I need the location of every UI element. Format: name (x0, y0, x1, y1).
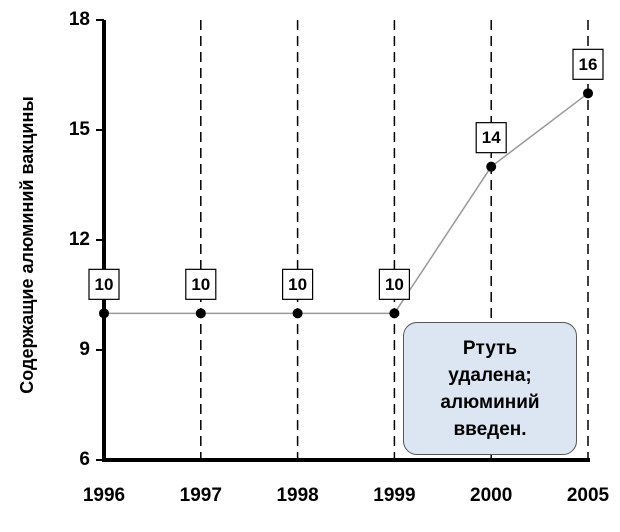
point (292, 308, 303, 319)
value-label: 10 (95, 275, 114, 294)
annotation: Ртуть удалена; алюминий введен. (403, 322, 577, 455)
point (583, 88, 593, 99)
y-tick-label: 9 (79, 339, 90, 360)
value-label-box (282, 268, 314, 300)
x-tick-label: 2005 (567, 485, 610, 506)
value-label-box (572, 48, 604, 80)
point (195, 308, 206, 319)
value-label: 10 (288, 275, 307, 294)
value-label: 16 (579, 55, 598, 74)
y-tick-label: 6 (79, 449, 90, 470)
value-label: 14 (482, 128, 501, 147)
value-label-box (88, 268, 120, 300)
value-label-box (185, 268, 217, 300)
value-label-box (378, 268, 410, 300)
x-tick-label: 2000 (470, 485, 512, 506)
y-tick-label: 15 (69, 119, 91, 140)
y-tick-label: 12 (69, 229, 90, 250)
value-label-box (475, 122, 507, 154)
point (389, 308, 400, 319)
value-label: 10 (191, 275, 210, 294)
line (104, 92, 589, 315)
x-tick-label: 1997 (180, 485, 222, 506)
point (99, 308, 109, 319)
x-tick-label: 1999 (373, 485, 415, 506)
y-tick-label: 18 (69, 9, 90, 30)
value-label: 10 (385, 275, 404, 294)
point (486, 161, 497, 172)
y-axis-label: Содержащие алюминий вакцины (17, 96, 37, 393)
x-tick-label: 1998 (276, 485, 318, 506)
x-tick-label: 1996 (83, 485, 125, 506)
